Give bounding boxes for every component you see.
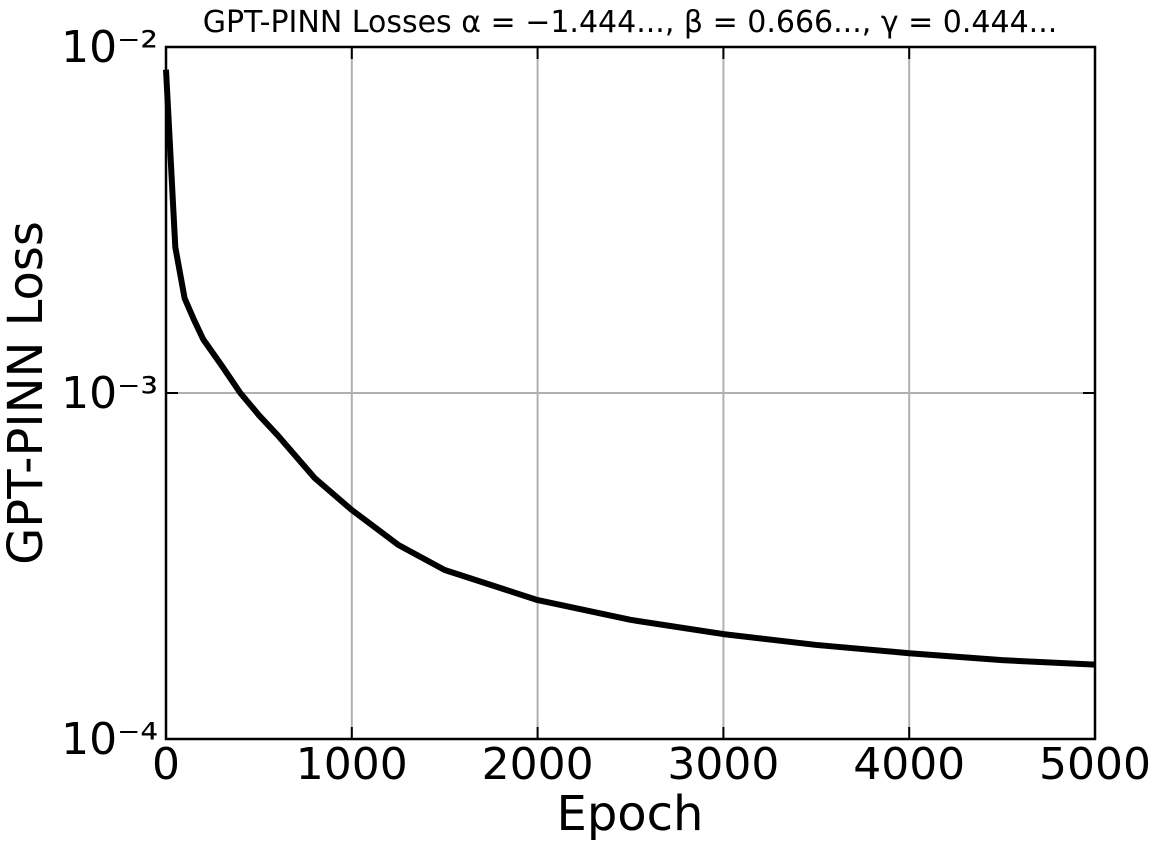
x-tick-label: 0 <box>152 739 180 790</box>
x-tick-label: 3000 <box>667 739 779 790</box>
chart-title: GPT-PINN Losses α = −1.444..., β = 0.666… <box>203 5 1058 40</box>
plot-frame <box>164 45 1097 741</box>
y-tick-label: 10⁻⁴ <box>61 714 158 765</box>
x-tick-label: 5000 <box>1039 739 1151 790</box>
x-axis-label: Epoch <box>557 786 704 842</box>
y-tick-label: 10⁻³ <box>61 368 158 419</box>
y-tick-label: 10⁻² <box>61 22 158 73</box>
x-tick-label: 2000 <box>482 739 594 790</box>
y-axis-label: GPT-PINN Loss <box>0 221 54 565</box>
x-tick-label: 4000 <box>853 739 965 790</box>
loss-line <box>163 69 1096 668</box>
x-tick-label: 1000 <box>296 739 408 790</box>
